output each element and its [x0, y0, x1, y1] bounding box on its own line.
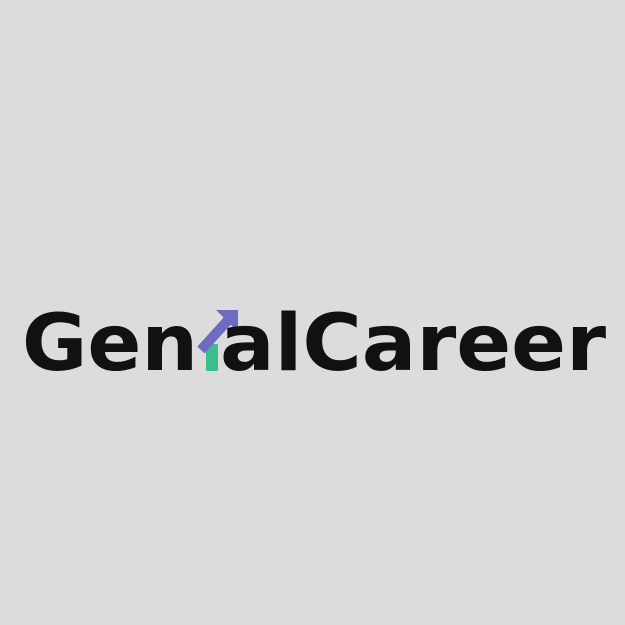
logo-text-alcareer: alCareer	[220, 299, 607, 389]
arrow-stem-green	[206, 344, 218, 371]
growth-arrow-icon	[197, 310, 238, 371]
arrow-shaft-purple	[197, 315, 233, 354]
logo-text-gen: Gen	[22, 299, 198, 389]
arrow-head-purple	[216, 310, 238, 332]
